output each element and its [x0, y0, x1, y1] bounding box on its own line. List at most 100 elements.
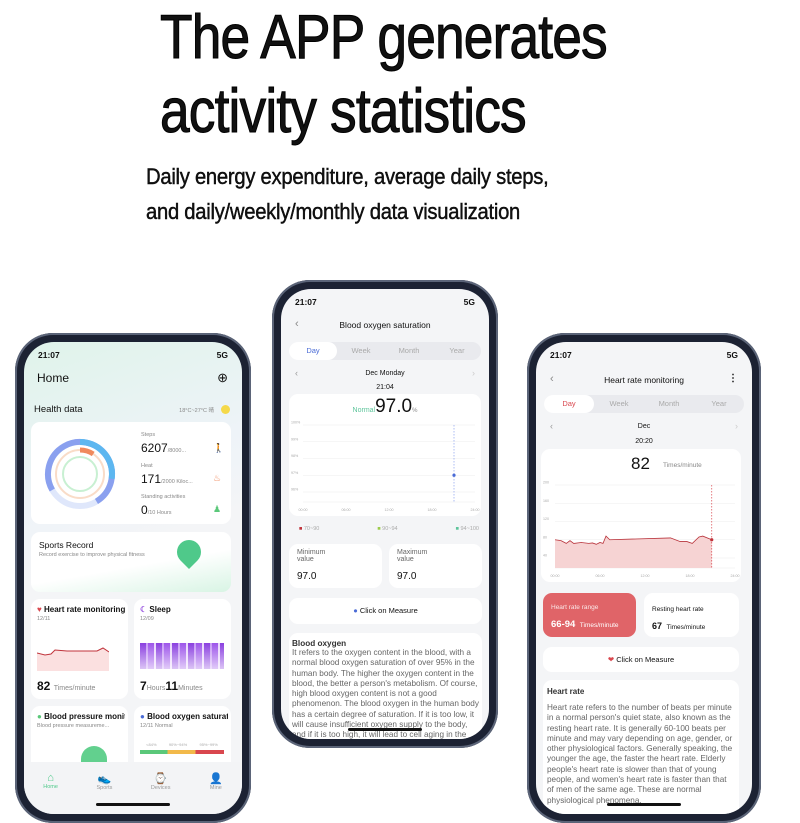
back-icon[interactable]: ‹ [295, 318, 299, 330]
measure-label: Click on Measure [359, 606, 418, 615]
y-tick-label: 97% [291, 471, 299, 475]
next-date-icon[interactable]: › [735, 421, 738, 431]
tab-year[interactable]: Year [449, 346, 465, 355]
measure-button[interactable]: ❤ Click on Measure [543, 647, 739, 672]
tab-year[interactable]: Year [711, 399, 727, 408]
tab-week[interactable]: Week [609, 399, 629, 408]
heart-unit: Times/minute [663, 462, 702, 469]
section-title: Health data [34, 404, 83, 415]
steps-value: 6207 [141, 441, 168, 455]
period-tabs: Day Week Month Year [544, 395, 744, 413]
subheadline-line1: Daily energy expenditure, average daily … [146, 164, 549, 189]
nav-home-label: Home [43, 784, 58, 790]
oxy-legend-high: 95%~99% [199, 742, 218, 747]
time-label: 20:20 [635, 438, 653, 445]
oxygen-icon: ● [140, 712, 145, 721]
prev-date-icon[interactable]: ‹ [550, 421, 553, 431]
heart-chart: 200 160 120 80 40 00:00 06:00 12:00 18:00 24:00 [543, 481, 740, 579]
oxy-scale-bar [140, 750, 224, 754]
next-date-icon[interactable]: › [472, 368, 475, 378]
tab-month[interactable]: Month [398, 346, 420, 355]
standing-goal: /10 Hours [147, 510, 172, 516]
range-value: 66-94 [551, 619, 576, 630]
info-text: It refers to the oxygen content in the b… [292, 648, 479, 739]
date-label: Dec [637, 423, 651, 430]
y-tick-label: 99% [291, 437, 299, 441]
tab-month[interactable]: Month [658, 399, 680, 408]
status-time: 21:07 [295, 297, 317, 307]
home-indicator [607, 803, 681, 806]
heart-card-value: 82 [37, 679, 51, 693]
legend-low-label: 70~90 [303, 526, 320, 532]
heart-rate-card[interactable]: ♥ Heart rate monitoring 12/11 82 Times/m… [31, 599, 128, 699]
oxy-card-desc: 12/11 Normal [140, 723, 173, 729]
phone-oxygen: 21:07 5G ‹ Blood oxygen saturation Day Wee… [272, 280, 498, 748]
drop-icon: ● [37, 712, 42, 721]
heart-card-unit: Times/minute [53, 685, 96, 692]
x-tick-label: 00:00 [551, 574, 560, 578]
legend-high-label: 94~100 [460, 526, 479, 532]
tab-week[interactable]: Week [351, 346, 371, 355]
sleep-minutes: 11 [165, 679, 179, 693]
more-icon[interactable]: ⋮ [728, 373, 738, 384]
add-icon[interactable]: ⊕ [217, 370, 228, 385]
sports-title: Sports Record [39, 540, 94, 550]
status-network: 5G [726, 350, 738, 360]
heart-range-card: Heart rate range 66-94 Times/minute [543, 593, 636, 637]
y-tick-label: 100% [291, 421, 301, 425]
tab-day[interactable]: Day [289, 342, 337, 360]
sun-icon [221, 405, 230, 414]
resting-unit: Times/minute [666, 624, 706, 631]
back-icon[interactable]: ‹ [550, 373, 554, 385]
y-tick-label: 120 [543, 517, 549, 521]
range-unit: Times/minute [579, 622, 619, 629]
standing-label: Standing activities [141, 494, 186, 500]
y-tick-label: 98% [291, 454, 299, 458]
moon-icon: ☾ [140, 605, 148, 614]
headline-line2: activity statistics [160, 77, 528, 147]
info-card: Heart rate Heart rate refers to the numb… [543, 680, 739, 814]
tab-day[interactable]: Day [544, 395, 594, 413]
y-tick-label: 96% [291, 488, 299, 492]
x-tick-label: 06:00 [596, 574, 605, 578]
heart-line [554, 535, 712, 545]
location-pin-icon [172, 535, 206, 569]
heart-card-title: Heart rate monitoring [43, 605, 125, 614]
nav-sports[interactable]: 👟 Sports [96, 773, 113, 791]
activity-card[interactable]: Steps 6207/8000... 🚶 Heat 171/2000 Kiloc… [31, 422, 231, 524]
steps-goal: /8000... [167, 448, 187, 454]
date-label: Dec Monday [365, 370, 405, 377]
x-tick-label: 18:00 [686, 574, 695, 578]
oxy-legend-mid: 90%~94% [168, 742, 188, 747]
oxy-legend-low: <84% [146, 742, 157, 747]
oxygen-value: 97.0 [375, 396, 413, 417]
oxy-card-title: Blood oxygen saturation [147, 712, 228, 721]
nav-mine[interactable]: 👤 Mine [209, 773, 223, 791]
heart-measure-icon: ❤ [607, 655, 615, 664]
y-tick-label: 200 [543, 481, 549, 485]
maximum-card: Maximum value 97.0 [389, 544, 482, 588]
range-label: Heart rate range [551, 604, 599, 611]
legend-mid: ■ 90~94 [377, 526, 398, 532]
sports-record-card[interactable]: Sports Record Record exercise to improve… [31, 532, 231, 592]
resting-value: 67 [652, 621, 663, 631]
min-value: 97.0 [297, 571, 317, 582]
y-tick-label: 40 [543, 554, 547, 558]
minimum-card: Minimum value 97.0 [289, 544, 382, 588]
sleep-card[interactable]: ☾ Sleep 12/09 7Hours11Minutes [134, 599, 231, 699]
home-screen: 21:07 5G Home ⊕ Health data 18°C~27°C 晴 S… [24, 342, 242, 814]
x-tick-label: 24:00 [471, 508, 480, 512]
oxygen-status: Normal [352, 407, 376, 414]
screen-title: Heart rate monitoring [604, 375, 684, 385]
nav-devices[interactable]: ⌚ Devices [150, 773, 171, 791]
sleep-date: 12/09 [140, 616, 154, 622]
info-text: Heart rate refers to the number of beats… [547, 703, 733, 805]
steps-label: Steps [141, 432, 156, 438]
min-label: Minimum value [297, 549, 326, 563]
nav-home[interactable]: ⌂ Home [43, 772, 58, 790]
legend-low: ■ 70~90 [299, 526, 320, 532]
prev-date-icon[interactable]: ‹ [295, 368, 298, 378]
oxygen-measure-icon: ● [353, 606, 358, 615]
measure-button[interactable]: ● Click on Measure [289, 598, 482, 624]
heart-screen: 21:07 5G ‹ ⋮ Heart rate monitoring Day Wee… [536, 342, 752, 814]
